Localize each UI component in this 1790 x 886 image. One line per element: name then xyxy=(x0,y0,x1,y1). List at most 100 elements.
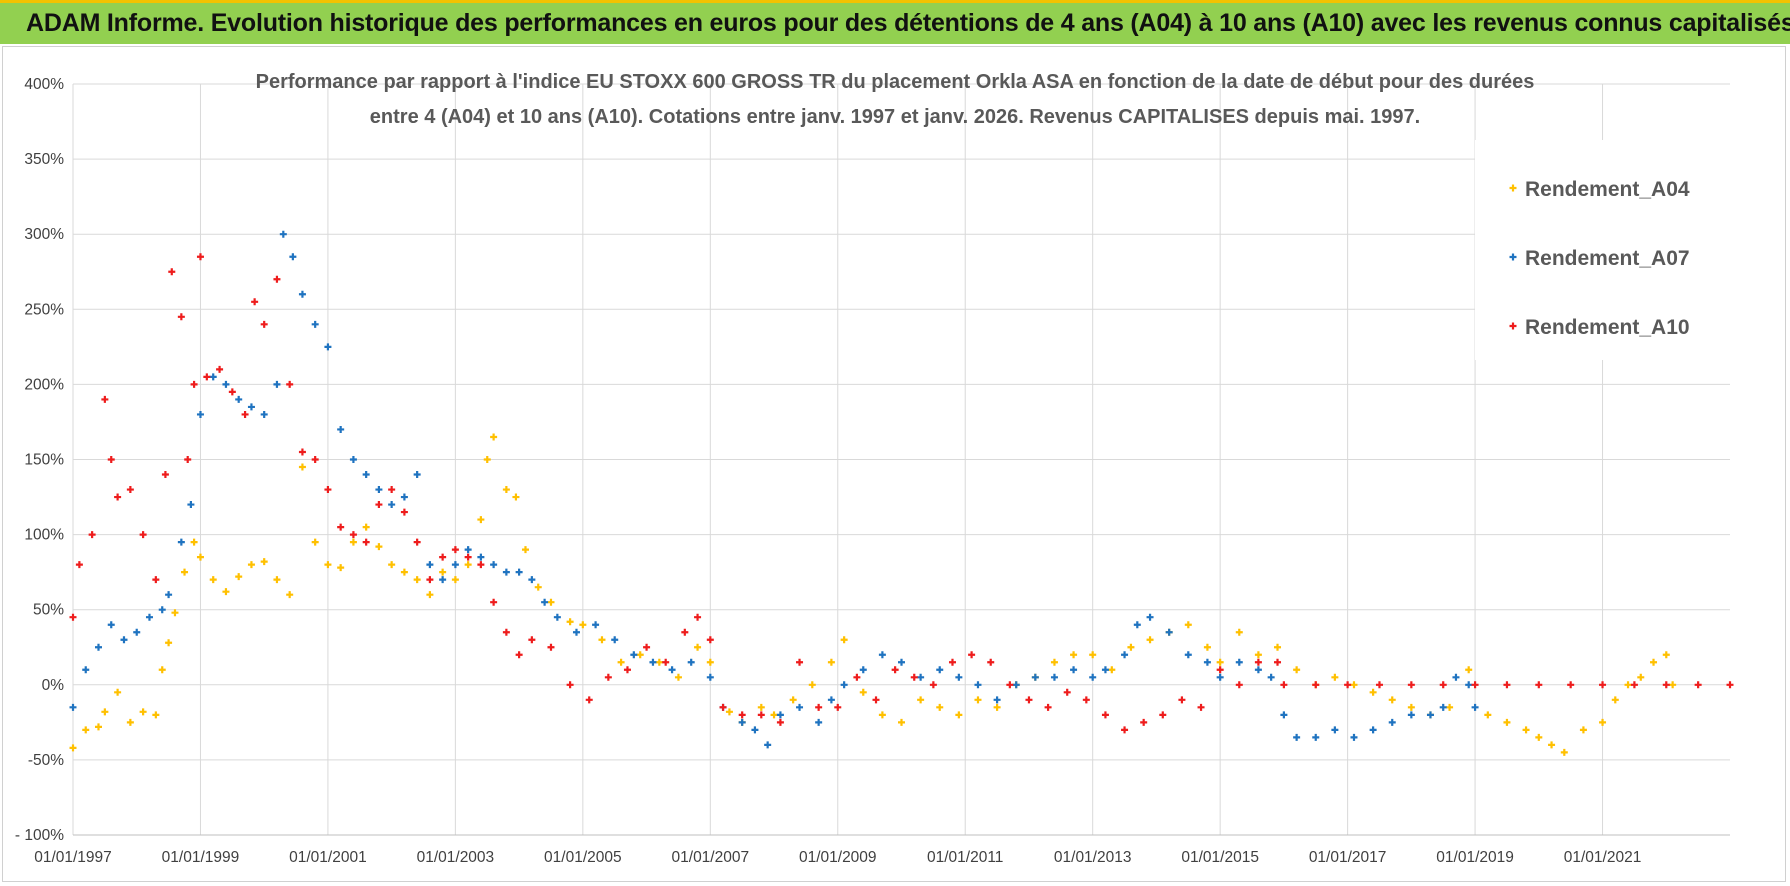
data-point xyxy=(604,673,612,681)
data-point xyxy=(177,538,185,546)
data-point xyxy=(464,553,472,561)
data-point xyxy=(286,380,294,388)
data-point xyxy=(126,486,134,494)
data-point xyxy=(196,553,204,561)
data-point xyxy=(898,658,905,666)
data-point xyxy=(827,658,835,666)
data-point xyxy=(566,618,574,626)
data-point xyxy=(1254,666,1262,674)
data-point xyxy=(502,486,510,494)
data-point xyxy=(1471,703,1479,711)
data-point xyxy=(655,658,663,666)
data-point xyxy=(1350,681,1358,689)
data-point xyxy=(1630,681,1638,689)
data-point xyxy=(1369,688,1377,696)
data-point xyxy=(241,410,249,418)
legend-box xyxy=(1475,140,1730,360)
data-point xyxy=(1567,681,1575,689)
data-point xyxy=(547,643,555,651)
data-point xyxy=(209,373,217,381)
data-point xyxy=(566,681,574,689)
data-point xyxy=(706,636,714,644)
data-point xyxy=(719,703,727,711)
data-point xyxy=(1312,681,1320,689)
data-point xyxy=(515,651,523,659)
data-point xyxy=(668,666,676,674)
data-point xyxy=(158,606,166,614)
series-Rendement_A04 xyxy=(69,433,1677,756)
data-point xyxy=(490,598,498,606)
x-tick-label: 01/01/2003 xyxy=(417,849,495,866)
data-point xyxy=(286,591,294,599)
data-point xyxy=(1025,696,1033,704)
y-tick-label: 400% xyxy=(24,76,64,93)
data-point xyxy=(1178,696,1186,704)
data-point xyxy=(528,636,536,644)
data-point xyxy=(114,493,122,501)
data-point xyxy=(133,628,141,636)
data-point xyxy=(910,673,918,681)
chart-title-line-2: entre 4 (A04) et 10 ans (A10). Cotations… xyxy=(370,106,1420,128)
data-point xyxy=(674,673,682,681)
data-point xyxy=(413,538,421,546)
data-point xyxy=(311,538,319,546)
data-point xyxy=(1388,718,1396,726)
data-point xyxy=(1331,726,1339,734)
data-point xyxy=(1637,673,1645,681)
data-point xyxy=(1280,711,1288,719)
data-point xyxy=(260,320,268,328)
data-point xyxy=(1274,643,1282,651)
data-point xyxy=(464,561,472,569)
x-tick-label: 01/01/2007 xyxy=(672,849,750,866)
data-point xyxy=(859,688,867,696)
data-point xyxy=(375,501,383,509)
data-point xyxy=(662,658,670,666)
data-point xyxy=(101,708,109,716)
data-point xyxy=(872,696,880,704)
data-point xyxy=(534,583,542,591)
data-point xyxy=(1579,726,1587,734)
data-point xyxy=(725,708,733,716)
data-point xyxy=(273,275,281,283)
data-point xyxy=(1184,651,1192,659)
data-point xyxy=(1216,666,1224,674)
data-point xyxy=(490,561,498,569)
data-point xyxy=(388,501,396,509)
legend-label: Rendement_A07 xyxy=(1525,247,1690,270)
data-point xyxy=(1312,733,1320,741)
data-point xyxy=(649,658,657,666)
data-point xyxy=(1044,703,1052,711)
data-point xyxy=(196,253,204,261)
data-point xyxy=(114,688,122,696)
data-point xyxy=(853,673,861,681)
y-tick-label: 350% xyxy=(24,151,64,168)
data-point xyxy=(1439,703,1447,711)
data-point xyxy=(145,613,153,621)
x-tick-label: 01/01/2015 xyxy=(1181,849,1259,866)
data-point xyxy=(1662,681,1670,689)
data-point xyxy=(917,673,925,681)
data-point xyxy=(1254,658,1262,666)
data-point xyxy=(1407,681,1415,689)
legend: Rendement_A04 Rendement_A07 Rendement_A10 xyxy=(1475,140,1730,360)
data-point xyxy=(1669,681,1677,689)
x-tick-label: 01/01/1997 xyxy=(34,849,112,866)
data-point xyxy=(528,576,536,584)
data-point xyxy=(512,493,520,501)
data-point xyxy=(1108,666,1116,674)
data-point xyxy=(592,621,600,629)
legend-marker xyxy=(1509,184,1517,192)
data-point xyxy=(1235,628,1243,636)
data-point xyxy=(196,410,204,418)
data-point xyxy=(993,703,1001,711)
data-point xyxy=(216,365,224,373)
data-point xyxy=(1280,681,1288,689)
data-point xyxy=(69,744,77,752)
data-point xyxy=(694,613,702,621)
data-point xyxy=(349,538,357,546)
data-point xyxy=(1375,681,1383,689)
legend-marker xyxy=(1509,322,1517,330)
data-point xyxy=(247,403,255,411)
data-point xyxy=(808,681,816,689)
data-point xyxy=(955,673,963,681)
